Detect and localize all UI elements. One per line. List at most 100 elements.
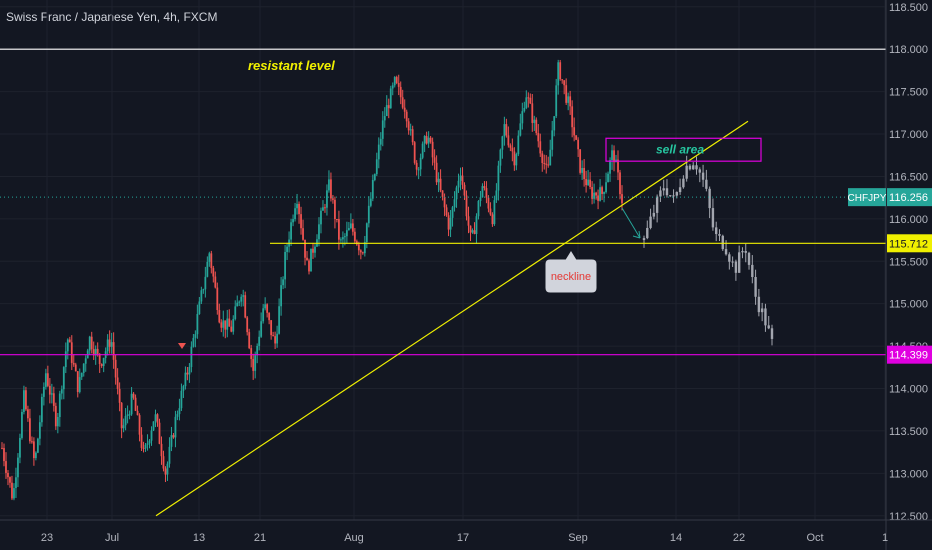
x-tick-label: Oct — [806, 532, 823, 544]
candle — [21, 409, 23, 440]
candle — [328, 170, 330, 193]
candle — [284, 244, 286, 289]
candle — [1, 442, 3, 450]
candle — [42, 382, 45, 406]
candle — [445, 204, 448, 217]
candle — [613, 145, 615, 172]
candle — [367, 196, 370, 228]
candle — [304, 239, 306, 266]
candle — [300, 206, 302, 235]
candle — [134, 394, 137, 412]
x-tick-label: Aug — [344, 532, 364, 544]
candle — [322, 200, 324, 211]
candle — [120, 402, 123, 439]
candle — [523, 101, 526, 113]
candle — [226, 309, 229, 338]
candle — [417, 167, 420, 180]
candle — [401, 89, 404, 110]
candle — [473, 222, 476, 235]
candle — [431, 137, 434, 166]
candle — [357, 241, 360, 256]
candle — [308, 258, 310, 275]
candle — [553, 116, 556, 137]
candle — [501, 135, 504, 159]
symbol-tag: CHFJPY — [848, 193, 887, 204]
candle — [565, 78, 568, 105]
candle — [411, 125, 414, 146]
candle — [27, 405, 29, 422]
y-tick-label: 118.500 — [889, 2, 928, 14]
candle — [290, 218, 292, 246]
candle — [477, 200, 480, 220]
candle — [405, 109, 408, 128]
candle — [196, 304, 199, 339]
candle — [437, 172, 440, 193]
candle — [399, 81, 402, 105]
grid — [0, 0, 886, 520]
candle — [527, 92, 530, 108]
candle — [369, 192, 372, 208]
y-tick-label: 113.500 — [889, 426, 928, 438]
projected-candle — [698, 167, 701, 183]
candle — [82, 363, 85, 377]
candle — [326, 184, 328, 216]
candle — [17, 453, 19, 488]
candle — [320, 207, 322, 234]
candle — [389, 85, 392, 109]
x-tick-label: 21 — [254, 532, 266, 544]
candle — [489, 202, 492, 216]
candle — [224, 320, 227, 339]
candle — [375, 152, 378, 177]
candle — [52, 386, 55, 412]
candle — [154, 409, 157, 428]
neckline-price-tag-bg — [887, 234, 932, 253]
candle — [294, 202, 296, 222]
candle — [485, 181, 488, 204]
y-tick-label: 117.500 — [889, 87, 928, 99]
candle — [403, 99, 406, 119]
candle — [178, 398, 181, 421]
candle — [122, 418, 125, 433]
candle — [142, 441, 145, 453]
candle — [535, 117, 538, 136]
candle — [78, 368, 81, 394]
candle — [168, 437, 171, 468]
arrow-head — [632, 230, 641, 239]
candle — [90, 331, 93, 354]
candle — [465, 190, 468, 221]
candle — [236, 295, 239, 307]
candle — [136, 405, 139, 416]
candle — [70, 335, 73, 371]
candle — [531, 93, 534, 132]
projected-candle — [701, 164, 705, 187]
projected-candle — [655, 194, 659, 223]
projected-candle — [770, 324, 774, 346]
candle — [507, 126, 510, 148]
candle — [345, 221, 348, 244]
candle — [583, 159, 586, 187]
candle — [347, 222, 350, 231]
arrow-line — [621, 207, 641, 239]
candle — [541, 150, 544, 172]
candle — [409, 123, 412, 136]
candle — [92, 341, 95, 360]
projected-candle — [665, 179, 669, 198]
candle — [29, 408, 31, 444]
candle — [270, 320, 273, 340]
candle — [385, 95, 388, 117]
candle — [240, 294, 243, 307]
candle — [234, 300, 237, 321]
candle — [559, 60, 562, 81]
candle — [276, 325, 279, 348]
y-tick-label: 113.000 — [889, 468, 928, 480]
projected-candle — [682, 175, 685, 189]
candle — [184, 366, 187, 390]
candle — [573, 117, 576, 142]
candle — [54, 402, 57, 430]
neckline-price-tag: 115.712 — [889, 238, 928, 250]
candle — [302, 219, 304, 241]
candle — [387, 98, 390, 119]
sell-area-box — [605, 137, 762, 162]
sell-area-label: sell area — [656, 143, 704, 157]
